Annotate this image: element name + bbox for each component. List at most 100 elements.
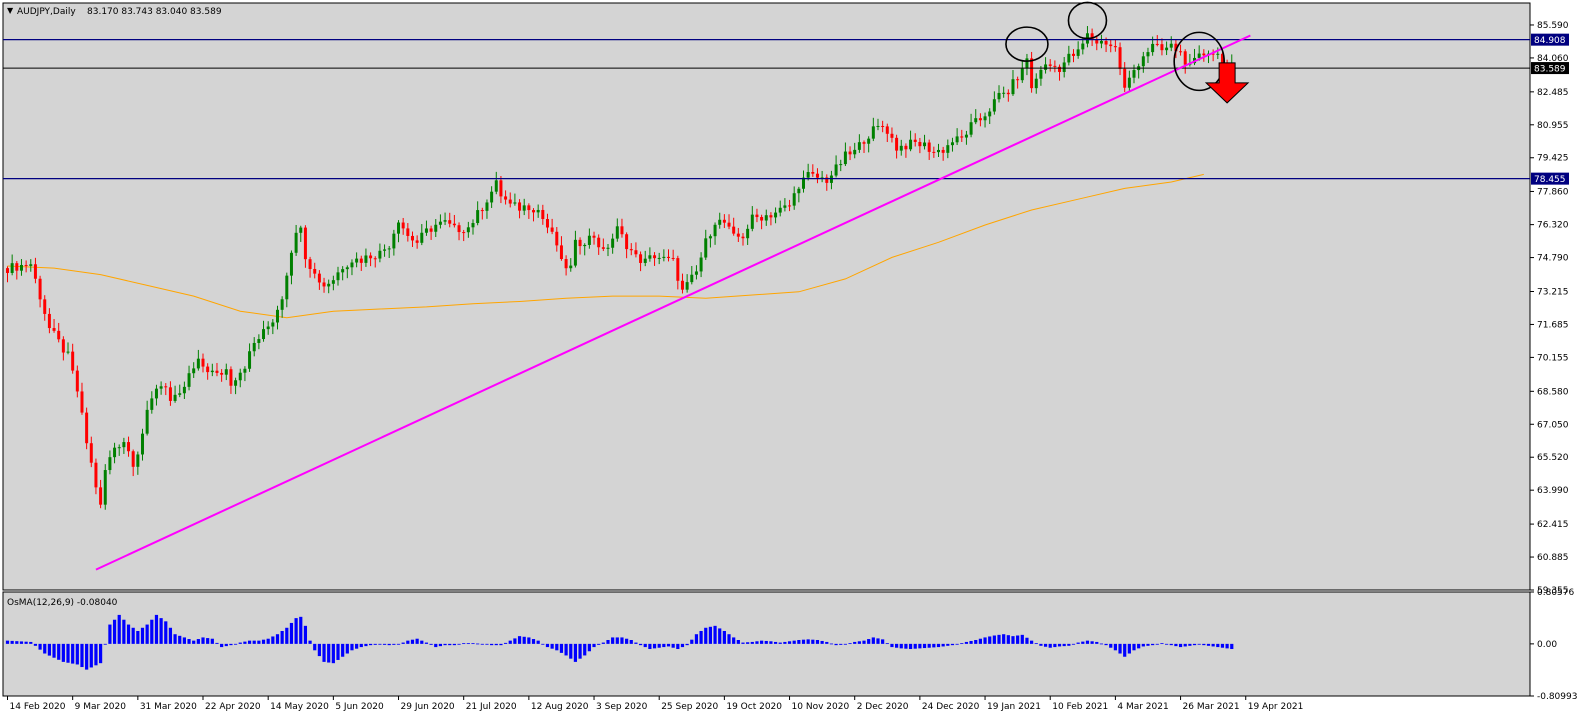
osma-bar <box>368 643 373 646</box>
candle-body <box>504 196 508 200</box>
candle-body <box>369 255 373 259</box>
candle-body <box>33 264 37 279</box>
candle-body <box>909 139 913 150</box>
candle-body <box>275 309 279 323</box>
osma-bar <box>336 643 340 660</box>
osma-bar <box>108 624 112 644</box>
candle <box>355 252 359 268</box>
candle-body <box>89 443 93 463</box>
osma-bar <box>15 641 19 644</box>
candle-body <box>885 126 889 134</box>
candle <box>127 436 131 457</box>
candle <box>1165 41 1169 56</box>
candle <box>434 219 438 238</box>
candle <box>61 336 65 361</box>
candle <box>317 270 321 290</box>
osma-bar <box>573 643 578 662</box>
candle-body <box>564 259 568 269</box>
osma-bar <box>1169 643 1173 646</box>
candle-body <box>760 217 764 221</box>
price-tick-label: 62.415 <box>1537 520 1569 530</box>
osma-bar <box>1067 643 1071 646</box>
candle <box>1081 37 1085 55</box>
collapse-triangle-icon[interactable]: ▼ <box>7 6 14 15</box>
osma-bar <box>648 643 652 650</box>
osma-bar <box>662 643 666 648</box>
candle-body <box>178 393 182 395</box>
candle-body <box>182 386 186 394</box>
candle <box>569 258 573 272</box>
osma-bar <box>178 635 182 644</box>
candle <box>443 212 447 226</box>
osma-bar <box>704 627 708 644</box>
candle-body <box>401 222 405 229</box>
candle <box>532 208 536 222</box>
candle <box>19 259 23 276</box>
candle-body <box>1216 53 1220 55</box>
candle-body <box>802 177 806 189</box>
osma-bar <box>1197 643 1201 645</box>
candle-body <box>1053 65 1057 67</box>
candle <box>969 113 973 138</box>
candle <box>182 381 186 399</box>
osma-bar <box>569 643 573 659</box>
osma-bar <box>629 640 633 644</box>
candle <box>1095 35 1099 51</box>
candle-body <box>80 391 84 413</box>
candle <box>1109 39 1113 53</box>
candle-body <box>708 236 712 239</box>
candle <box>1146 47 1150 63</box>
candle-body <box>85 412 89 444</box>
osma-bar <box>853 641 857 644</box>
candle-body <box>383 249 387 251</box>
candle-body <box>192 368 196 374</box>
candle <box>154 384 158 406</box>
candle <box>950 137 954 152</box>
candle-body <box>1109 44 1113 47</box>
osma-bar <box>904 643 908 649</box>
candle <box>289 250 293 285</box>
candle <box>885 123 889 143</box>
candle <box>285 272 289 308</box>
candle-body <box>750 214 754 229</box>
candle-body <box>285 275 289 300</box>
candle <box>615 218 619 242</box>
candle-body <box>327 283 331 287</box>
candle-body <box>1202 53 1206 56</box>
osma-bar <box>839 643 843 645</box>
candle <box>224 363 228 381</box>
date-tick-label: 26 Mar 2021 <box>1183 702 1240 712</box>
osma-bar <box>755 641 759 644</box>
osma-bar <box>80 643 84 668</box>
osma-bar <box>941 643 945 647</box>
osma-bar <box>387 643 391 646</box>
candle <box>802 170 806 193</box>
osma-bar <box>881 639 885 644</box>
osma-bar <box>313 643 317 651</box>
candle <box>597 234 601 255</box>
candle-body <box>378 250 382 259</box>
candle <box>946 139 950 159</box>
candle <box>1034 73 1038 94</box>
candle <box>1053 60 1057 73</box>
osma-bar <box>862 640 866 644</box>
candle-body <box>592 235 596 238</box>
osma-bar <box>1141 643 1145 647</box>
osma-bar <box>215 642 219 644</box>
candle <box>1062 56 1066 78</box>
candle <box>932 146 936 158</box>
osma-bar <box>615 637 619 644</box>
price-axis: 85.590 84.060 82.485 80.955 79.425 77.860 76.3… <box>1530 21 1569 596</box>
osma-bar <box>1099 643 1104 645</box>
candle-body <box>1220 53 1224 66</box>
candle <box>1020 60 1024 83</box>
candle <box>322 277 326 293</box>
candle <box>122 437 126 454</box>
candle <box>266 321 270 335</box>
candle <box>71 343 75 374</box>
osma-bar <box>876 638 880 644</box>
osma-bar <box>94 643 98 666</box>
osma-bar <box>89 643 93 668</box>
candle-body <box>653 255 657 259</box>
candle-body <box>443 220 447 222</box>
